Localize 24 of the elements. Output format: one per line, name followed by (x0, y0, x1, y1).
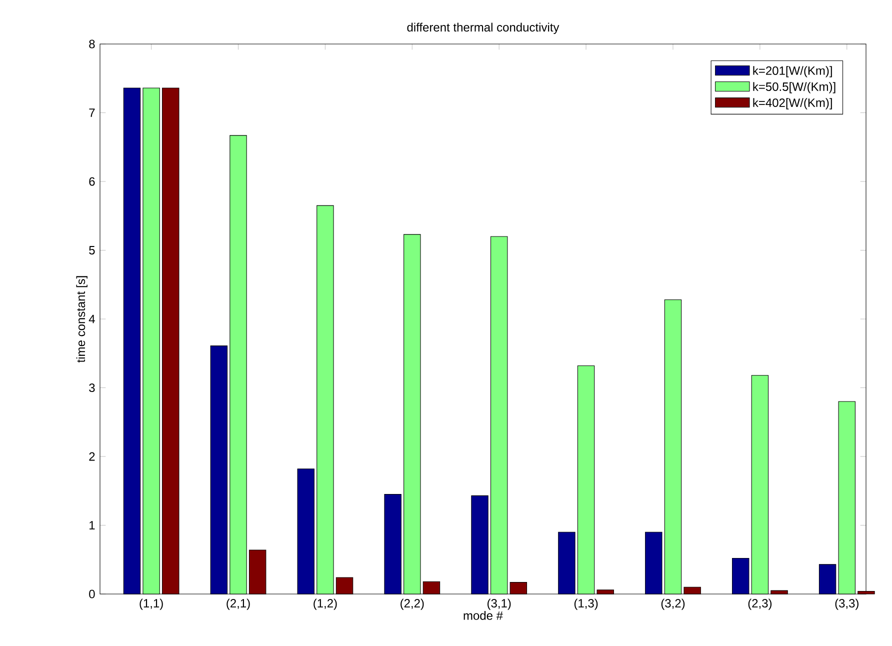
y-tick-label: 0 (89, 590, 95, 598)
y-tick-label: 7 (89, 108, 95, 117)
x-tick-label: (1,3) (574, 598, 598, 610)
x-tick-label: (1,2) (314, 598, 337, 610)
x-tick-label: (3,1) (488, 598, 511, 610)
x-axis-title: mode # (464, 611, 503, 620)
x-tick-label: (2,2) (400, 598, 424, 610)
x-tick-label: (2,1) (226, 598, 250, 610)
x-tick-label: (3,2) (661, 598, 685, 610)
y-tick-label: 3 (89, 383, 95, 392)
x-tick-label: (1,1) (140, 598, 163, 610)
x-tick-label: (3,3) (835, 598, 858, 610)
chart-title: different thermal conductivity (407, 22, 560, 34)
legend-label: k=402[W/(Km)] (753, 98, 832, 110)
legend-label: k=201[W/(Km)] (753, 66, 832, 78)
y-tick-label: 8 (89, 40, 95, 48)
y-tick-label: 4 (88, 314, 95, 324)
legend-label: k=50.5[W/(Km)] (753, 82, 836, 94)
y-tick-label: 1 (90, 521, 95, 530)
y-tick-label: 2 (89, 452, 95, 461)
y-tick-label: 6 (89, 177, 95, 186)
y-tick-label: 5 (89, 246, 95, 254)
y-axis-title: time constant [s] (76, 276, 88, 362)
x-tick-label: (2,3) (748, 598, 772, 610)
